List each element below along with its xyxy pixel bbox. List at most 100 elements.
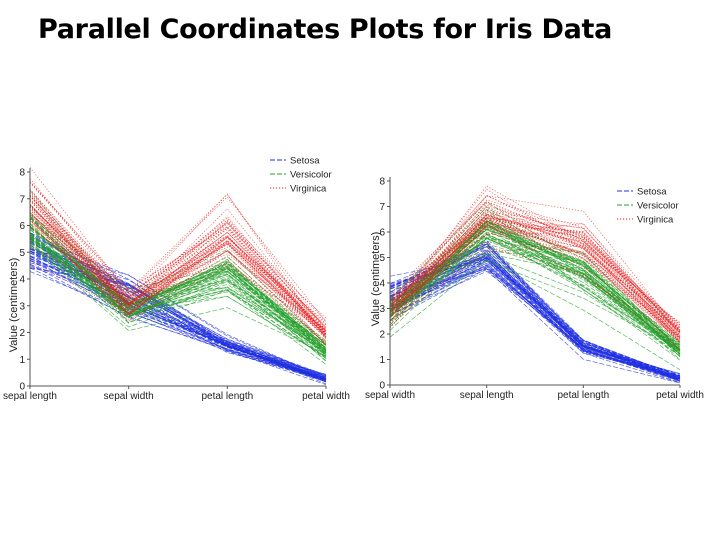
series-line-virginica [29, 223, 327, 337]
series-line-setosa [29, 271, 327, 381]
series-line-versicolor [389, 260, 681, 350]
series-line-versicolor [389, 238, 681, 355]
y-tick-label: 0 [379, 381, 385, 392]
series-line-virginica [29, 205, 327, 334]
x-category-label: sepal width [104, 391, 154, 402]
x-category-label: sepal length [460, 390, 514, 401]
series-line-setosa [29, 251, 327, 383]
series-line-virginica [29, 198, 327, 332]
series-line-virginica [29, 203, 327, 343]
series-line-versicolor [29, 239, 327, 350]
y-tick-label: 7 [19, 194, 25, 205]
series-line-versicolor [389, 237, 681, 351]
series-line-virginica [389, 211, 681, 329]
series-line-versicolor [389, 237, 681, 352]
series-line-virginica [389, 203, 681, 334]
x-category-label: petal width [656, 390, 704, 401]
series-line-virginica [29, 194, 327, 334]
series-line-setosa [29, 264, 327, 383]
series-line-versicolor [29, 237, 327, 354]
series-line-virginica [29, 198, 327, 338]
series-line-virginica [29, 178, 327, 339]
series-line-versicolor [29, 244, 327, 355]
series-line-setosa [29, 259, 327, 381]
series-line-versicolor [389, 233, 681, 352]
series-line-versicolor [29, 229, 327, 353]
series-line-versicolor [29, 217, 327, 352]
series-line-setosa [389, 270, 681, 382]
series-line-versicolor [29, 237, 327, 359]
series-line-setosa [389, 243, 681, 380]
series-line-versicolor [389, 258, 681, 371]
series-line-virginica [29, 204, 327, 340]
legend-label-setosa: Setosa [637, 187, 667, 198]
series-lines [389, 185, 681, 384]
series-line-setosa [29, 256, 327, 377]
legend-label-virginica: Virginica [290, 184, 327, 195]
series-line-virginica [389, 185, 681, 341]
series-line-versicolor [389, 213, 681, 350]
series-line-virginica [29, 255, 327, 349]
series-line-virginica [389, 222, 681, 327]
series-line-versicolor [29, 237, 327, 345]
y-tick-label: 5 [19, 248, 25, 259]
axes: 0 1 2 3 4 5 6 7 8 sepal length sepal width petal le… [3, 168, 350, 403]
y-tick-label: 2 [19, 328, 25, 339]
series-line-virginica [29, 182, 327, 323]
y-tick-label: 4 [19, 275, 25, 286]
series-line-versicolor [29, 236, 327, 355]
series-line-virginica [29, 225, 327, 326]
series-line-setosa [29, 248, 327, 381]
series-line-versicolor [389, 209, 681, 348]
series-line-virginica [389, 211, 681, 342]
parallel-coordinates-chart-left: 0 1 2 3 4 5 6 7 8 sepal length sepal width petal le… [3, 156, 350, 403]
series-line-virginica [29, 208, 327, 332]
series-line-versicolor [389, 217, 681, 354]
y-tick-label: 0 [19, 382, 25, 393]
series-line-virginica [29, 206, 327, 338]
y-tick-label: 6 [379, 228, 385, 239]
series-line-versicolor [389, 221, 681, 350]
series-line-virginica [29, 214, 327, 332]
series-line-virginica [389, 223, 681, 336]
series-line-virginica [389, 218, 681, 329]
series-line-virginica [29, 204, 327, 335]
series-line-versicolor [29, 243, 327, 359]
series-line-versicolor [29, 237, 327, 353]
series-line-setosa [29, 238, 327, 380]
series-line-virginica [389, 195, 681, 326]
parallel-coordinates-chart-right: 0 1 2 3 4 5 6 7 8 sepal width sepal length petal le… [365, 177, 704, 402]
series-line-setosa [389, 259, 681, 382]
y-tick-label: 3 [379, 304, 385, 315]
series-line-versicolor [29, 223, 327, 354]
series-line-setosa [389, 268, 681, 380]
y-tick-label: 7 [379, 202, 385, 213]
series-line-setosa [29, 260, 327, 382]
x-category-label: sepal width [365, 390, 415, 401]
series-line-versicolor [29, 223, 327, 346]
series-line-versicolor [29, 234, 327, 349]
x-category-label: sepal length [3, 391, 57, 402]
series-line-virginica [29, 204, 327, 331]
series-line-setosa [29, 250, 327, 380]
series-line-virginica [389, 245, 681, 350]
series-line-setosa [29, 265, 327, 380]
legend-label-versicolor: Versicolor [290, 170, 332, 181]
series-line-versicolor [389, 238, 681, 354]
legend: Setosa Versicolor Virginica [270, 156, 332, 195]
series-line-virginica [29, 200, 327, 337]
series-line-versicolor [389, 246, 681, 343]
series-line-virginica [389, 228, 681, 339]
series-line-setosa [29, 232, 327, 376]
legend-label-virginica: Virginica [637, 215, 674, 226]
series-line-virginica [389, 231, 681, 341]
y-tick-label: 4 [379, 279, 385, 290]
series-line-virginica [29, 220, 327, 335]
series-line-versicolor [29, 248, 327, 353]
y-axis-label: Value (centimeters) [370, 232, 382, 327]
series-line-virginica [389, 206, 681, 339]
series-line-virginica [29, 196, 327, 329]
y-tick-label: 3 [19, 301, 25, 312]
series-line-virginica [389, 225, 681, 333]
series-line-virginica [29, 188, 327, 332]
